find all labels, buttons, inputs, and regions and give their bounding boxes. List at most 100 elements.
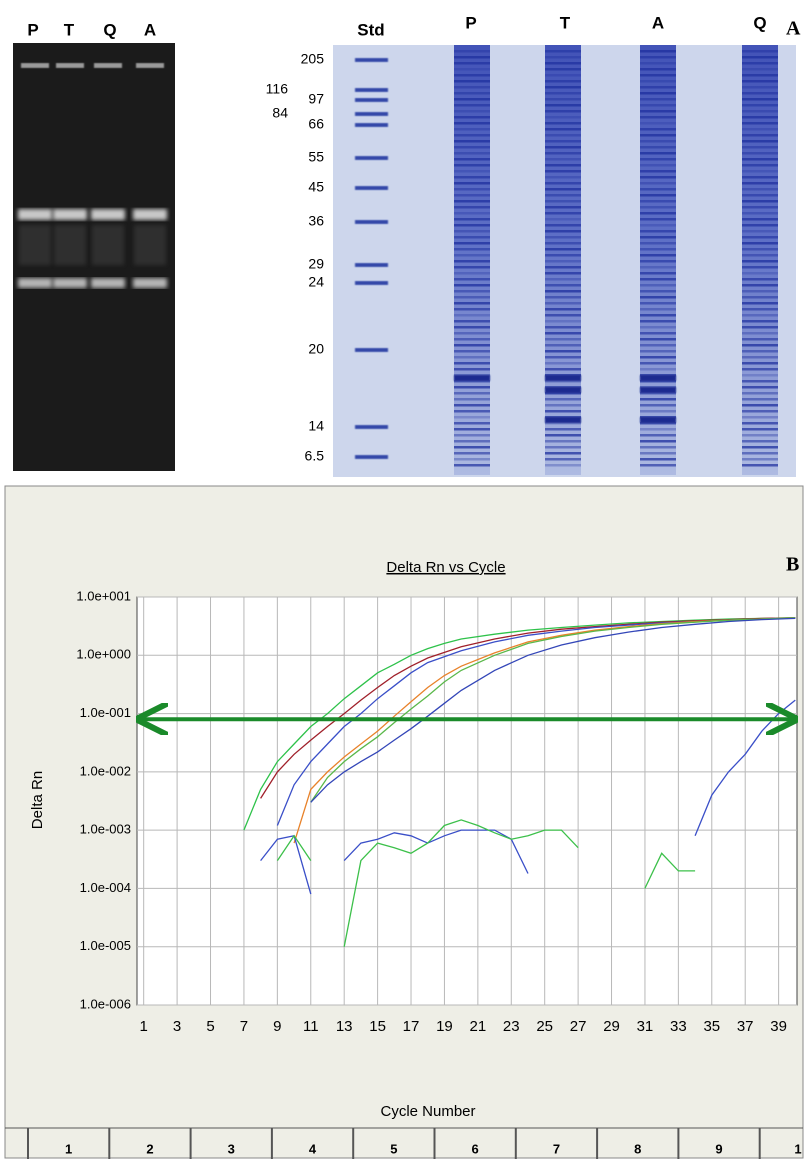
lane-band — [545, 62, 581, 65]
lane-band — [640, 74, 676, 77]
lane-band — [742, 50, 778, 53]
lane-band — [545, 428, 581, 431]
lane-band — [640, 440, 676, 443]
lane-band — [742, 380, 778, 383]
lane-band — [545, 344, 581, 347]
panel-label: B — [786, 554, 799, 576]
marker-label: 84 — [272, 105, 288, 121]
lane-band — [545, 464, 581, 467]
lane-band — [454, 458, 490, 461]
lane-band — [545, 116, 581, 119]
ladder-band — [355, 220, 388, 224]
lane-band — [742, 158, 778, 161]
lane-band — [545, 302, 581, 305]
plot-area — [136, 596, 798, 1006]
amplification-curve — [310, 617, 796, 803]
amplification-curve — [293, 617, 796, 844]
lane-band — [454, 260, 490, 263]
lane-band — [454, 350, 490, 353]
plate-column-label: 4 — [309, 1141, 317, 1156]
lane-band — [742, 134, 778, 137]
lane-band — [742, 398, 778, 401]
lane-label: Q — [753, 13, 766, 32]
lane-band — [545, 440, 581, 443]
lane-band — [640, 56, 676, 59]
x-tick-label: 3 — [173, 1018, 181, 1035]
lane-band — [454, 194, 490, 197]
lane-band — [640, 284, 676, 287]
panel-label: A — [786, 18, 801, 40]
lane-band — [545, 152, 581, 155]
lane-band — [640, 458, 676, 461]
lane-band — [640, 116, 676, 119]
lane-band — [640, 302, 676, 305]
lane-band — [742, 254, 778, 257]
lane-band — [742, 170, 778, 173]
lane-band — [545, 290, 581, 293]
lane-band — [640, 422, 676, 425]
lane-band — [640, 338, 676, 341]
lane-band — [742, 212, 778, 215]
ladder-band — [355, 58, 388, 62]
x-tick-label: 23 — [503, 1018, 520, 1035]
lane-band — [742, 416, 778, 419]
lane-band — [742, 344, 778, 347]
lane-band — [545, 380, 581, 383]
lane-band — [640, 446, 676, 449]
lane-band — [640, 266, 676, 269]
lane-band — [640, 356, 676, 359]
lane-band — [742, 440, 778, 443]
lane-band — [742, 428, 778, 431]
lane-band — [545, 308, 581, 311]
lane-band — [545, 332, 581, 335]
lane-band — [545, 254, 581, 257]
lane-band — [454, 248, 490, 251]
lane-band — [454, 452, 490, 455]
lane-band — [545, 458, 581, 461]
x-tick-label: 1 — [140, 1018, 148, 1035]
lane-band — [640, 230, 676, 233]
strong-band — [640, 417, 676, 423]
lane-band — [742, 338, 778, 341]
agarose-gel — [13, 43, 175, 471]
lane-band — [742, 422, 778, 425]
plate-column-label: 2 — [146, 1141, 153, 1156]
lane-band — [742, 290, 778, 293]
lane-band — [742, 368, 778, 371]
lane-band — [742, 182, 778, 185]
plate-column-label: 5 — [390, 1141, 397, 1156]
y-tick-label: 1.0e-003 — [80, 822, 131, 837]
lane-band — [742, 236, 778, 239]
lane-band — [454, 128, 490, 131]
lane-band — [454, 320, 490, 323]
x-tick-label: 27 — [570, 1018, 587, 1035]
marker-label: 66 — [308, 116, 324, 132]
lane-band — [545, 56, 581, 59]
x-tick-label: 25 — [536, 1018, 553, 1035]
lane-band — [742, 86, 778, 89]
lane-band — [454, 434, 490, 437]
x-tick-label: 5 — [206, 1018, 214, 1035]
lane-band — [545, 320, 581, 323]
x-tick-label: 13 — [336, 1018, 353, 1035]
y-tick-label: 1.0e-006 — [80, 996, 131, 1011]
band — [91, 209, 125, 220]
y-axis-label: Delta Rn — [29, 771, 46, 829]
lane-band — [454, 398, 490, 401]
lane-band — [640, 380, 676, 383]
amplification-curve — [310, 617, 796, 803]
lane-band — [640, 62, 676, 65]
lane-band — [545, 296, 581, 299]
lane-band — [640, 188, 676, 191]
ladder-band — [355, 156, 388, 160]
lane-band — [742, 98, 778, 101]
x-tick-label: 37 — [737, 1018, 754, 1035]
lane-band — [742, 140, 778, 143]
lane-band — [545, 272, 581, 275]
lane-band — [640, 50, 676, 53]
lane-band — [640, 278, 676, 281]
band — [53, 278, 87, 288]
ladder-band — [355, 281, 388, 285]
lane-band — [640, 392, 676, 395]
lane-band — [454, 140, 490, 143]
